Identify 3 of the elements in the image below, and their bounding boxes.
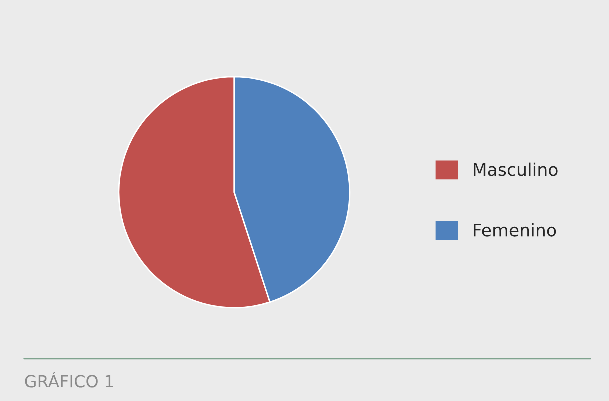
text: GRÁFICO 1: [25, 372, 114, 388]
legend-label: Femenino: [474, 223, 556, 237]
legend-label: Masculino: [474, 162, 558, 176]
